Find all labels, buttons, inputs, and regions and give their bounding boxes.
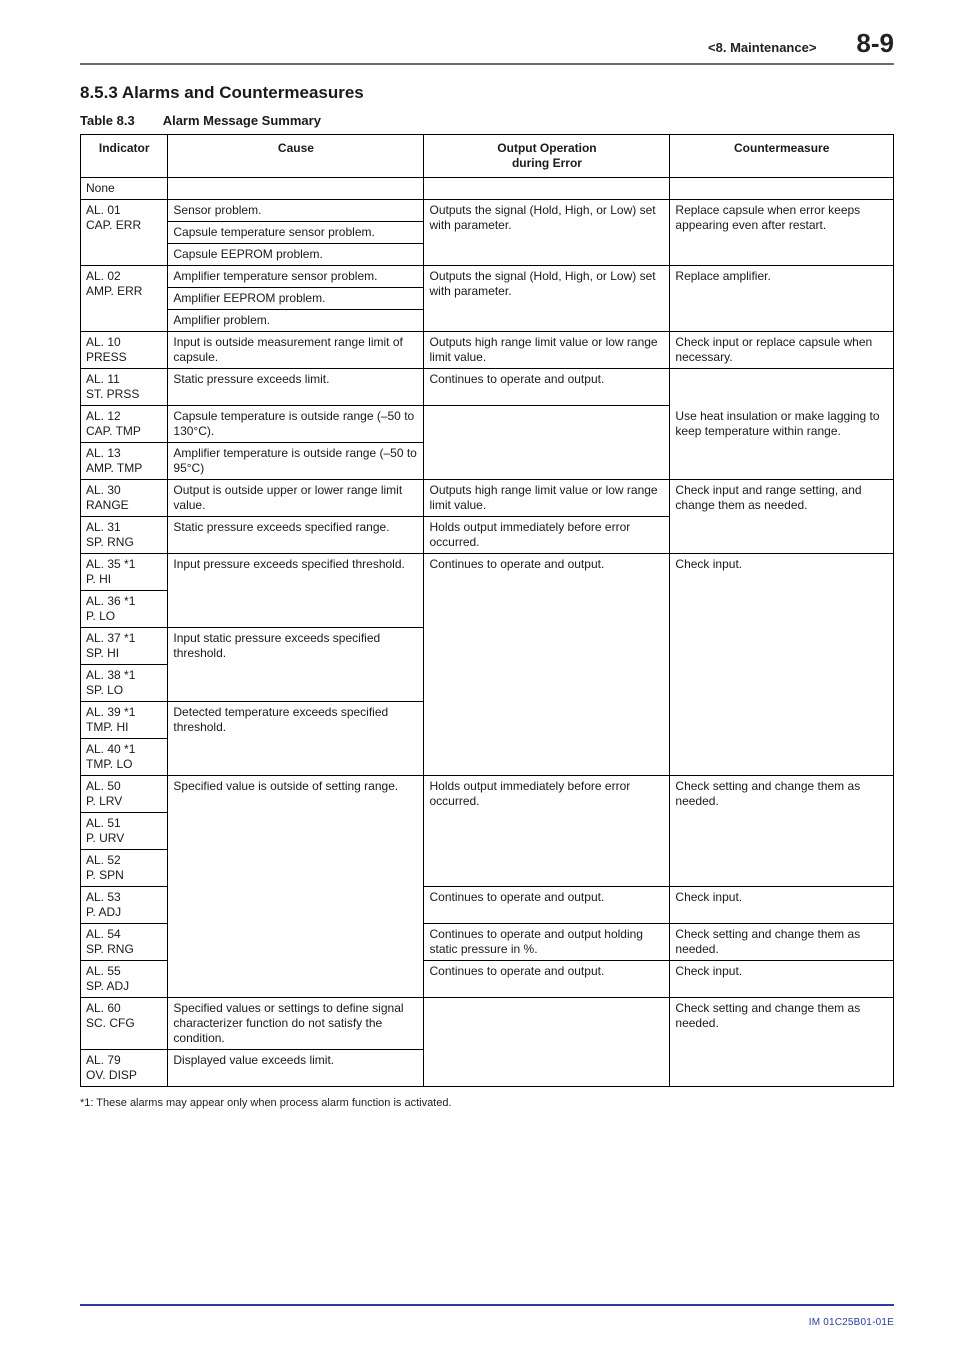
cell-cause: Amplifier EEPROM problem. [168, 288, 424, 310]
cell-output: Outputs the signal (Hold, High, or Low) … [424, 266, 670, 332]
cell-output: Holds output immediately before error oc… [424, 517, 670, 554]
cell-indicator: AL. 60 SC. CFG [81, 998, 168, 1050]
cell-indicator: AL. 01 CAP. ERR [81, 200, 168, 266]
cell-output [424, 406, 670, 443]
cell-indicator: AL. 13 AMP. TMP [81, 443, 168, 480]
cell-cause: Output is outside upper or lower range l… [168, 480, 424, 517]
table-row: AL. 02 AMP. ERR Amplifier temperature se… [81, 266, 894, 288]
cell-counter: Use heat insulation or make lagging to k… [670, 406, 894, 480]
cell-counter: Check setting and change them as needed. [670, 776, 894, 887]
cell-counter [670, 369, 894, 406]
cell-indicator: AL. 51 P. URV [81, 813, 168, 850]
cell-cause: Displayed value exceeds limit. [168, 1050, 424, 1087]
alarm-table: Indicator Cause Output Operation during … [80, 134, 894, 1087]
cell-output [424, 998, 670, 1087]
cell-output: Outputs the signal (Hold, High, or Low) … [424, 200, 670, 266]
cell-cause [168, 178, 424, 200]
cell-output: Continues to operate and output. [424, 554, 670, 776]
table-header-row: Indicator Cause Output Operation during … [81, 135, 894, 178]
cell-cause: Capsule temperature is outside range (–5… [168, 406, 424, 443]
cell-cause: Capsule EEPROM problem. [168, 244, 424, 266]
table-row: AL. 01 CAP. ERR Sensor problem. Outputs … [81, 200, 894, 222]
cell-indicator: AL. 30 RANGE [81, 480, 168, 517]
cell-output [424, 443, 670, 480]
cell-indicator: None [81, 178, 168, 200]
cell-indicator: AL. 53 P. ADJ [81, 887, 168, 924]
cell-cause: Input static pressure exceeds specified … [168, 628, 424, 702]
cell-indicator: AL. 10 PRESS [81, 332, 168, 369]
cell-cause: Sensor problem. [168, 200, 424, 222]
table-caption-label: Table 8.3 [80, 113, 135, 128]
table-caption: Table 8.3 Alarm Message Summary [80, 113, 894, 128]
cell-indicator: AL. 39 *1 TMP. HI [81, 702, 168, 739]
cell-indicator: AL. 79 OV. DISP [81, 1050, 168, 1087]
cell-counter: Check input. [670, 554, 894, 776]
document-id: IM 01C25B01-01E [809, 1317, 894, 1328]
page-number: 8-9 [856, 28, 894, 59]
cell-output: Continues to operate and output holding … [424, 924, 670, 961]
cell-indicator: AL. 11 ST. PRSS [81, 369, 168, 406]
table-row: AL. 12 CAP. TMP Capsule temperature is o… [81, 406, 894, 443]
page: <8. Maintenance> 8-9 8.5.3 Alarms and Co… [0, 0, 954, 1350]
cell-cause: Amplifier temperature sensor problem. [168, 266, 424, 288]
footnote: *1: These alarms may appear only when pr… [80, 1097, 894, 1109]
cell-cause: Detected temperature exceeds specified t… [168, 702, 424, 776]
cell-output: Holds output immediately before error oc… [424, 776, 670, 887]
cell-cause: Static pressure exceeds specified range. [168, 517, 424, 554]
cell-output: Continues to operate and output. [424, 887, 670, 924]
cell-output: Continues to operate and output. [424, 961, 670, 998]
section-heading: 8.5.3 Alarms and Countermeasures [80, 83, 894, 103]
cell-cause: Specified values or settings to define s… [168, 998, 424, 1050]
cell-output [424, 178, 670, 200]
cell-counter: Check input and range setting, and chang… [670, 480, 894, 554]
table-row: None [81, 178, 894, 200]
cell-indicator: AL. 38 *1 SP. LO [81, 665, 168, 702]
footer-rule [80, 1304, 894, 1306]
cell-indicator: AL. 12 CAP. TMP [81, 406, 168, 443]
cell-cause: Specified value is outside of setting ra… [168, 776, 424, 998]
cell-indicator: AL. 40 *1 TMP. LO [81, 739, 168, 776]
cell-indicator: AL. 54 SP. RNG [81, 924, 168, 961]
table-row: AL. 11 ST. PRSS Static pressure exceeds … [81, 369, 894, 406]
cell-counter: Check input. [670, 887, 894, 924]
cell-cause: Static pressure exceeds limit. [168, 369, 424, 406]
cell-counter: Check setting and change them as needed. [670, 998, 894, 1087]
table-row: AL. 10 PRESS Input is outside measuremen… [81, 332, 894, 369]
col-countermeasure: Countermeasure [670, 135, 894, 178]
cell-indicator: AL. 52 P. SPN [81, 850, 168, 887]
table-row: AL. 60 SC. CFG Specified values or setti… [81, 998, 894, 1050]
cell-indicator: AL. 31 SP. RNG [81, 517, 168, 554]
col-output: Output Operation during Error [424, 135, 670, 178]
cell-indicator: AL. 37 *1 SP. HI [81, 628, 168, 665]
cell-output: Outputs high range limit value or low ra… [424, 480, 670, 517]
cell-indicator: AL. 50 P. LRV [81, 776, 168, 813]
col-indicator: Indicator [81, 135, 168, 178]
cell-cause: Amplifier temperature is outside range (… [168, 443, 424, 480]
header-bar: <8. Maintenance> 8-9 [80, 28, 894, 65]
chapter-label: <8. Maintenance> [708, 40, 816, 55]
cell-cause: Amplifier problem. [168, 310, 424, 332]
cell-cause: Input is outside measurement range limit… [168, 332, 424, 369]
cell-counter: Check setting and change them as needed. [670, 924, 894, 961]
table-row: AL. 50 P. LRV Specified value is outside… [81, 776, 894, 813]
col-cause: Cause [168, 135, 424, 178]
table-caption-title: Alarm Message Summary [163, 113, 321, 128]
cell-cause: Capsule temperature sensor problem. [168, 222, 424, 244]
cell-counter [670, 178, 894, 200]
cell-indicator: AL. 02 AMP. ERR [81, 266, 168, 332]
cell-counter: Check input or replace capsule when nece… [670, 332, 894, 369]
cell-indicator: AL. 36 *1 P. LO [81, 591, 168, 628]
table-row: AL. 35 *1 P. HI Input pressure exceeds s… [81, 554, 894, 591]
cell-indicator: AL. 55 SP. ADJ [81, 961, 168, 998]
cell-counter: Replace capsule when error keeps appeari… [670, 200, 894, 266]
cell-indicator: AL. 35 *1 P. HI [81, 554, 168, 591]
cell-output: Outputs high range limit value or low ra… [424, 332, 670, 369]
cell-counter: Check input. [670, 961, 894, 998]
cell-counter: Replace amplifier. [670, 266, 894, 332]
table-row: AL. 30 RANGE Output is outside upper or … [81, 480, 894, 517]
cell-output: Continues to operate and output. [424, 369, 670, 406]
cell-cause: Input pressure exceeds specified thresho… [168, 554, 424, 628]
